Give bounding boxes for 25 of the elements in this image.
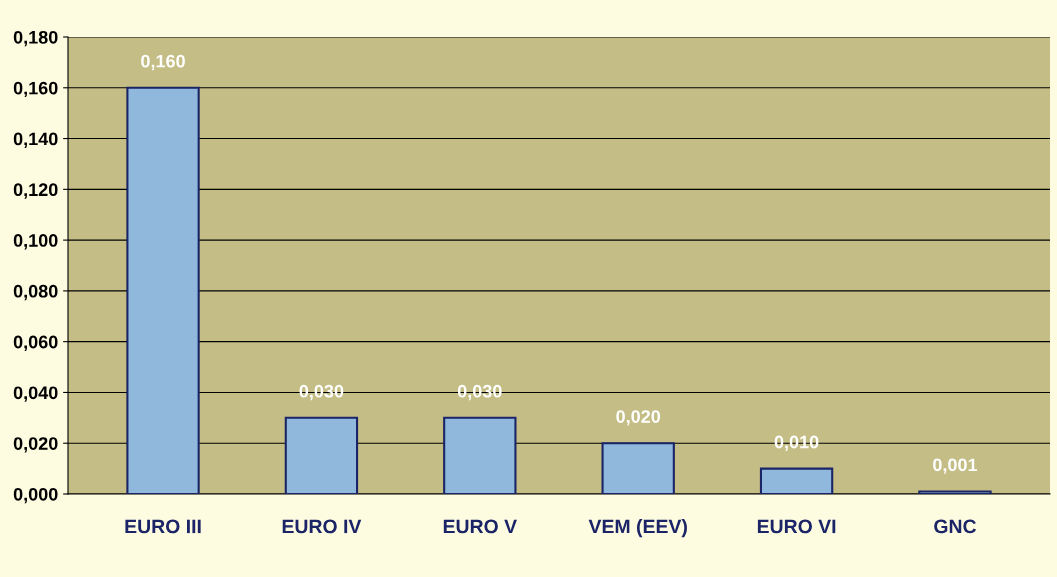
bar	[601, 442, 675, 494]
data-label: 0,001	[933, 458, 978, 474]
x-tick-label: EURO IV	[282, 519, 362, 534]
data-label: 0,160	[141, 54, 185, 71]
bar	[918, 490, 992, 494]
y-tick-label: 0,140	[13, 132, 58, 148]
y-tick-label: 0,020	[13, 437, 58, 453]
y-tick-label: 0,120	[13, 183, 58, 199]
y-tick-label: 0,040	[13, 386, 58, 402]
x-tick-label: VEM (EEV)	[588, 519, 687, 538]
x-tick-label: EURO VI	[757, 519, 836, 534]
bar	[759, 467, 834, 494]
y-tick-label: 0,000	[13, 487, 58, 504]
y-tick-label: 0,180	[13, 30, 58, 47]
bar	[126, 86, 200, 494]
y-tick-label: 0,160	[13, 81, 58, 98]
y-tick-label: 0,080	[13, 284, 58, 301]
bar	[284, 416, 359, 494]
y-tick-label: 0,060	[13, 335, 58, 351]
x-tick-label: EURO III	[125, 519, 201, 534]
data-label: 0,020	[616, 410, 661, 426]
x-tick-label: EURO V	[443, 519, 517, 534]
y-tick-label: 0,100	[13, 234, 58, 250]
x-tick-label: GNC	[934, 519, 977, 534]
bar	[443, 416, 517, 494]
